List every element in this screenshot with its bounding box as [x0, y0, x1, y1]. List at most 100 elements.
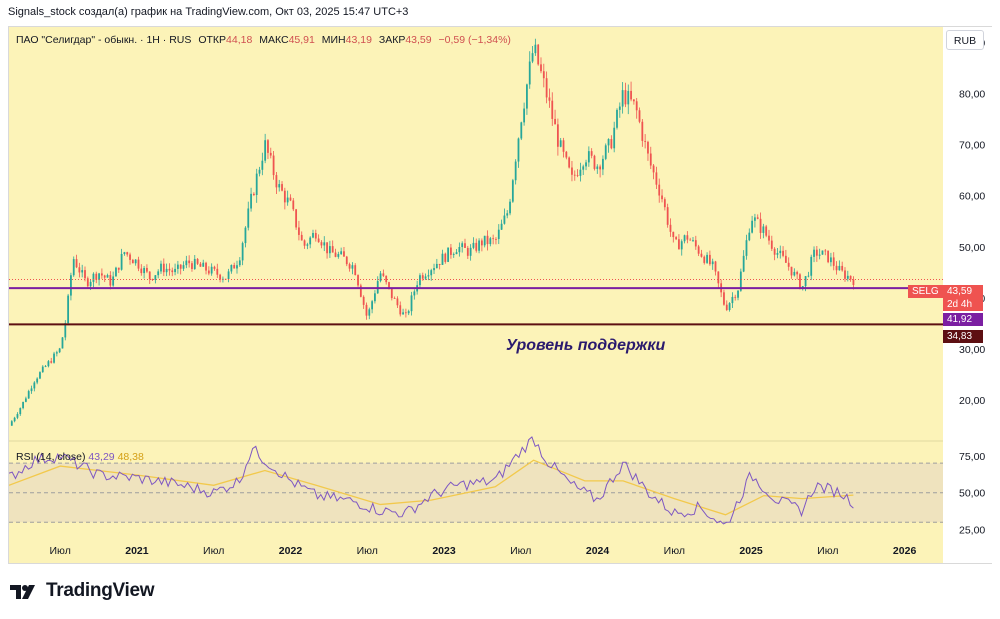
candle-body	[708, 254, 711, 265]
candle-body	[700, 253, 703, 257]
candle-body	[188, 260, 191, 264]
candle-body	[343, 251, 345, 257]
open-label: ОТКР	[198, 34, 227, 46]
candle-body	[531, 53, 534, 62]
candle-body	[835, 265, 838, 271]
rsi-tick-label: 75,00	[959, 451, 985, 463]
candle-body	[559, 140, 562, 147]
candle-body	[832, 257, 835, 266]
candle-body	[41, 366, 44, 373]
candle-body	[635, 101, 638, 111]
candle-body	[269, 152, 272, 156]
candle-body	[444, 253, 447, 262]
candle-body	[241, 243, 244, 261]
candle-body	[388, 282, 390, 288]
candle-body	[317, 238, 320, 243]
symbol-title: ПАО "Селигдар" - обыкн. · 1H · RUS	[16, 34, 192, 46]
candle-body	[185, 260, 188, 266]
candle-body	[658, 184, 661, 196]
candle-body	[396, 298, 399, 306]
candle-body	[540, 64, 542, 72]
candle-body	[466, 247, 469, 256]
candle-body	[22, 401, 24, 409]
candle-body	[830, 257, 832, 263]
candle-body	[447, 247, 450, 262]
candle-body	[731, 296, 734, 304]
chart-canvas[interactable]: 90,0080,0070,0060,0050,0040,0030,0020,00…	[9, 27, 992, 563]
candle-body	[433, 268, 435, 271]
candle-body	[171, 270, 174, 273]
candle-body	[275, 175, 278, 188]
candle-body	[542, 71, 545, 79]
candle-body	[357, 275, 359, 286]
candle-body	[517, 138, 520, 162]
rsi-ma-value: 48,38	[117, 451, 144, 463]
candle-body	[438, 263, 441, 265]
candle-body	[804, 276, 807, 287]
candle-body	[216, 268, 219, 275]
rsi-value: 43,29	[88, 451, 115, 463]
candle-body	[483, 235, 486, 246]
candle-body	[326, 242, 328, 254]
candle-body	[250, 193, 252, 209]
candle-body	[624, 90, 627, 105]
candle-body	[202, 262, 205, 267]
chart-credit: Signals_stock создал(а) график на Tradin…	[8, 6, 409, 18]
currency-button[interactable]: RUB	[946, 30, 984, 50]
candle-body	[742, 255, 745, 272]
candle-body	[278, 184, 281, 188]
candle-body	[362, 296, 365, 305]
candle-body	[545, 78, 548, 98]
candle-body	[528, 61, 531, 85]
high-value: 45,91	[288, 34, 315, 46]
candle-body	[351, 265, 354, 269]
low-value: 43,19	[345, 34, 372, 46]
rsi-label: RSI (14, close)	[16, 451, 86, 463]
candle-body	[649, 153, 652, 166]
candle-body	[143, 267, 146, 274]
candle-body	[686, 235, 689, 240]
candle-body	[694, 240, 697, 247]
candle-body	[146, 267, 148, 272]
candle-body	[255, 173, 258, 196]
candle-body	[666, 207, 669, 225]
candle-body	[410, 295, 413, 312]
candle-body	[683, 235, 686, 242]
candle-body	[472, 242, 475, 248]
candle-body	[106, 275, 109, 278]
close-value: 43,59	[405, 34, 432, 46]
candle-body	[165, 268, 168, 273]
candle-body	[72, 259, 75, 276]
candle-body	[768, 235, 770, 241]
rsi-ma-line	[9, 459, 854, 516]
candle-body	[607, 139, 610, 146]
candle-body	[10, 421, 13, 426]
candle-body	[748, 232, 751, 241]
candle-body	[689, 239, 692, 241]
candle-body	[478, 240, 480, 251]
candle-body	[213, 266, 216, 269]
candle-body	[506, 213, 509, 216]
candle-body	[117, 267, 120, 270]
candle-body	[283, 190, 286, 203]
candle-body	[227, 271, 230, 280]
candle-body	[382, 273, 385, 276]
candle-body	[137, 259, 140, 269]
candle-body	[199, 263, 202, 267]
rsi-tick-label: 25,00	[959, 525, 985, 537]
candle-body	[593, 155, 596, 169]
candle-body	[53, 353, 55, 363]
candle-body	[230, 265, 233, 272]
candle-body	[610, 139, 613, 149]
candle-body	[314, 232, 317, 239]
candle-body	[151, 279, 154, 280]
candle-body	[616, 109, 618, 128]
brand-footer: TradingView	[10, 580, 155, 602]
candle-body	[354, 265, 357, 276]
candle-body	[323, 242, 326, 246]
candle-body	[100, 273, 103, 276]
candle-body	[61, 337, 64, 349]
candle-body	[98, 273, 100, 280]
candle-body	[503, 215, 506, 224]
time-tick-label: 2025	[739, 545, 763, 557]
